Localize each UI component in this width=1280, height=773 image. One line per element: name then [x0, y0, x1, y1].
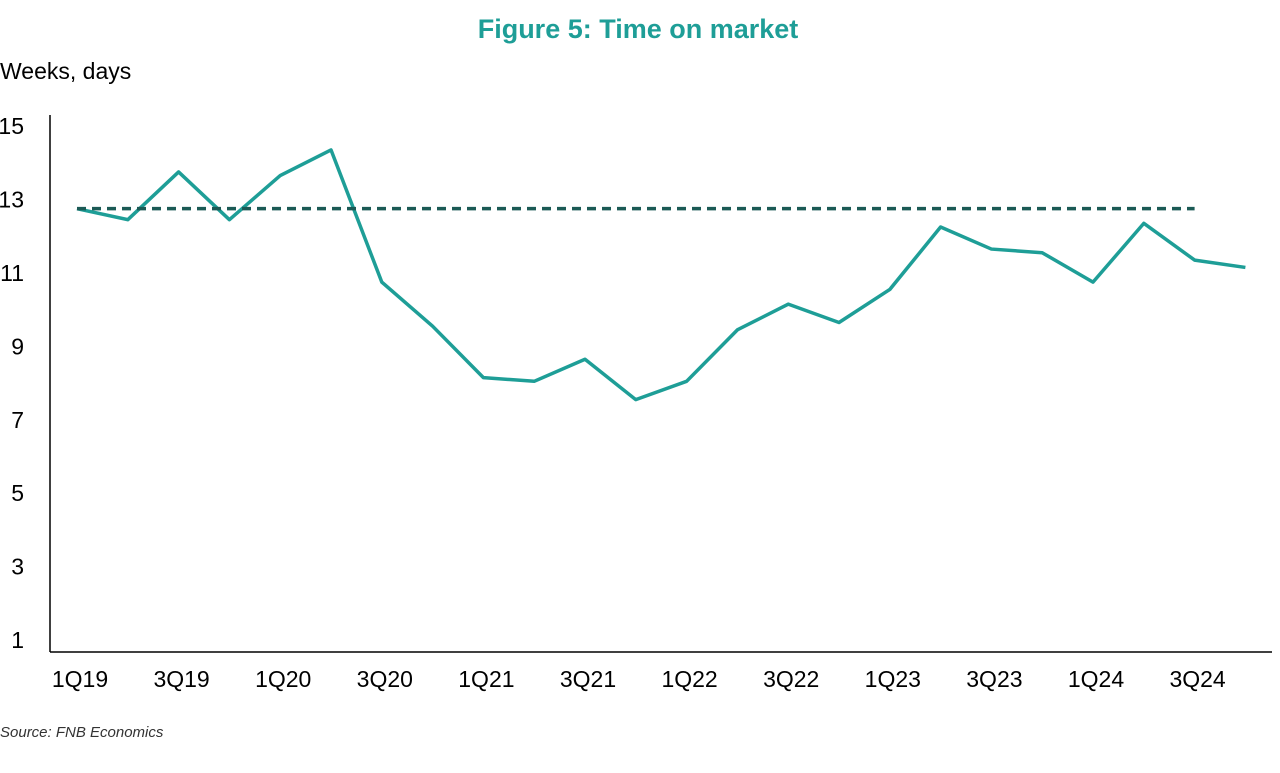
y-tick-label: 1	[11, 627, 24, 653]
x-tick-label: 3Q19	[153, 666, 209, 692]
x-tick-label: 1Q21	[458, 666, 514, 692]
x-tick-label: 3Q22	[763, 666, 819, 692]
y-axis-label: Weeks, days	[0, 58, 131, 84]
y-tick-label: 11	[0, 260, 24, 286]
y-tick-label: 15	[0, 113, 24, 139]
y-tick-label: 9	[11, 333, 24, 359]
x-tick-label: 1Q23	[865, 666, 921, 692]
y-tick-label: 13	[0, 186, 24, 212]
x-tick-label: 3Q21	[560, 666, 616, 692]
x-tick-label: 1Q20	[255, 666, 311, 692]
x-tick-label: 1Q22	[661, 666, 717, 692]
series-line	[76, 148, 1246, 402]
x-tick-label: 3Q23	[966, 666, 1022, 692]
y-tick-label: 5	[11, 480, 24, 506]
y-tick-label: 7	[11, 407, 24, 433]
x-tick-label: 3Q24	[1169, 666, 1225, 692]
x-tick-label: 1Q24	[1068, 666, 1124, 692]
chart-title: Figure 5: Time on market	[478, 14, 799, 44]
x-tick-label: 3Q20	[357, 666, 413, 692]
x-tick-label: 1Q19	[52, 666, 108, 692]
source-note: Source: FNB Economics	[0, 724, 164, 741]
y-tick-label: 3	[11, 554, 24, 580]
